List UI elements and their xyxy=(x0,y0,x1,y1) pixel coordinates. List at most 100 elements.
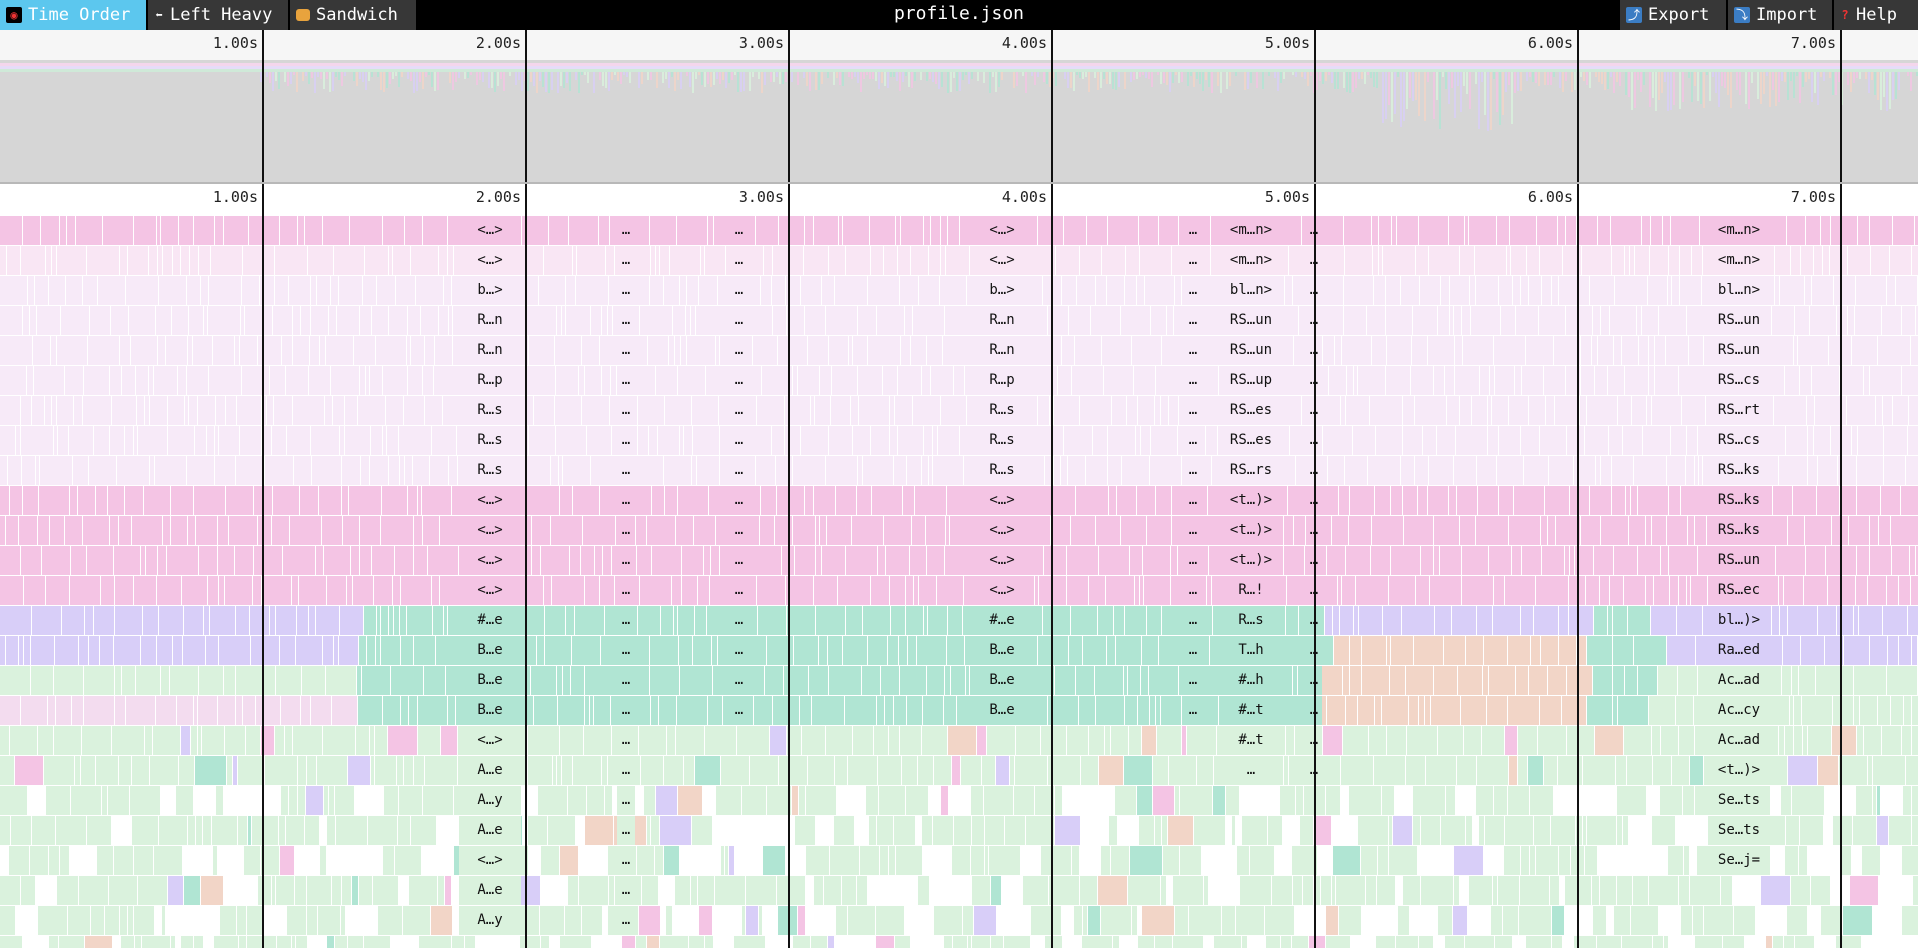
frame-cell[interactable]: #…t xyxy=(1219,726,1283,755)
frame-cell[interactable]: … xyxy=(726,696,752,725)
frame-cell[interactable]: … xyxy=(1219,756,1283,785)
frame-cell[interactable]: #…e xyxy=(459,606,521,635)
frame-cell[interactable]: <…> xyxy=(971,486,1033,515)
frame-cell[interactable]: … xyxy=(617,816,635,845)
frame-cell[interactable]: … xyxy=(726,636,752,665)
frame-cell[interactable]: … xyxy=(617,606,635,635)
frame-cell[interactable]: R…p xyxy=(459,366,521,395)
frame-cell[interactable]: … xyxy=(726,366,752,395)
frame-cell[interactable]: Ac…ad xyxy=(1708,666,1770,695)
frame-cell[interactable]: <…> xyxy=(459,516,521,545)
frame-cell[interactable]: RS…ks xyxy=(1708,486,1770,515)
frame-cell[interactable]: … xyxy=(617,546,635,575)
frame-cell[interactable]: … xyxy=(1182,396,1204,425)
frame-cell[interactable]: … xyxy=(1182,546,1204,575)
frame-cell[interactable]: … xyxy=(726,396,752,425)
frame-cell[interactable]: <…> xyxy=(971,216,1033,245)
frame-cell[interactable]: … xyxy=(726,576,752,605)
frame-cell[interactable]: RS…un xyxy=(1708,546,1770,575)
frame-cell[interactable]: … xyxy=(1182,246,1204,275)
frame-cell[interactable]: <…> xyxy=(459,486,521,515)
frame-cell[interactable]: … xyxy=(617,456,635,485)
frame-cell[interactable]: … xyxy=(617,486,635,515)
frame-cell[interactable]: Se…ts xyxy=(1708,816,1770,845)
frame-cell[interactable]: B…e xyxy=(971,636,1033,665)
frame-cell[interactable]: RS…rt xyxy=(1708,396,1770,425)
frame-cell[interactable]: #…t xyxy=(1219,696,1283,725)
frame-cell[interactable]: … xyxy=(1182,606,1204,635)
frame-cell[interactable]: <…> xyxy=(459,246,521,275)
frame-cell[interactable]: … xyxy=(1182,426,1204,455)
frame-cell[interactable]: b…> xyxy=(971,276,1033,305)
frame-cell[interactable]: RS…es xyxy=(1219,396,1283,425)
frame-cell[interactable]: … xyxy=(617,516,635,545)
frame-cell[interactable]: … xyxy=(617,636,635,665)
tab-sandwich[interactable]: Sandwich xyxy=(290,0,416,30)
frame-cell[interactable]: #…e xyxy=(971,606,1033,635)
frame-cell[interactable]: A…e xyxy=(459,756,521,785)
frame-cell[interactable]: <t…)> xyxy=(1219,486,1283,515)
frame-cell[interactable]: … xyxy=(617,216,635,245)
help-button[interactable]: ? Help xyxy=(1834,0,1918,30)
frame-cell[interactable]: … xyxy=(617,396,635,425)
frame-cell[interactable]: B…e xyxy=(459,696,521,725)
frame-cell[interactable]: <m…n> xyxy=(1219,246,1283,275)
frame-cell[interactable]: … xyxy=(726,486,752,515)
frame-cell[interactable]: … xyxy=(1182,456,1204,485)
frame-cell[interactable]: B…e xyxy=(971,696,1033,725)
frame-cell[interactable]: RS…un xyxy=(1708,306,1770,335)
frame-cell[interactable]: … xyxy=(617,726,635,755)
frame-cell[interactable]: … xyxy=(1182,276,1204,305)
frame-cell[interactable]: A…y xyxy=(459,906,521,935)
frame-cell[interactable]: bl…n> xyxy=(1219,276,1283,305)
frame-cell[interactable]: <…> xyxy=(459,846,521,875)
frame-cell[interactable]: Se…ts xyxy=(1708,786,1770,815)
frame-cell[interactable]: R…s xyxy=(459,426,521,455)
frame-cell[interactable]: … xyxy=(726,606,752,635)
frame-cell[interactable]: RS…es xyxy=(1219,426,1283,455)
frame-cell[interactable]: … xyxy=(617,696,635,725)
frame-cell[interactable]: … xyxy=(617,666,635,695)
frame-cell[interactable]: bl…n> xyxy=(1708,276,1770,305)
frame-cell[interactable]: B…e xyxy=(459,636,521,665)
frame-cell[interactable]: RS…un xyxy=(1708,336,1770,365)
frame-cell[interactable]: RS…rs xyxy=(1219,456,1283,485)
frame-cell[interactable]: R…n xyxy=(459,336,521,365)
frame-cell[interactable]: A…e xyxy=(459,816,521,845)
frame-cell[interactable]: RS…ks xyxy=(1708,456,1770,485)
frame-cell[interactable]: <m…n> xyxy=(1219,216,1283,245)
frame-cell[interactable]: … xyxy=(1182,366,1204,395)
frame-cell[interactable]: <…> xyxy=(459,726,521,755)
frame-cell[interactable]: <…> xyxy=(971,576,1033,605)
frame-cell[interactable]: R…s xyxy=(1219,606,1283,635)
frame-cell[interactable]: … xyxy=(617,366,635,395)
frame-cell[interactable]: … xyxy=(726,546,752,575)
frame-cell[interactable]: … xyxy=(1182,216,1204,245)
frame-cell[interactable]: … xyxy=(617,906,635,935)
frame-cell[interactable]: RS…up xyxy=(1219,366,1283,395)
frame-cell[interactable]: RS…ks xyxy=(1708,516,1770,545)
frame-cell[interactable]: <m…n> xyxy=(1708,246,1770,275)
frame-cell[interactable]: <t…)> xyxy=(1708,756,1770,785)
frame-cell[interactable]: … xyxy=(1182,516,1204,545)
frame-cell[interactable]: … xyxy=(617,246,635,275)
flame-chart[interactable]: 1.00s 2.00s 3.00s 4.00s 5.00s 6.00s 7.00s <…> <… xyxy=(0,182,1918,948)
frame-cell[interactable]: … xyxy=(1182,306,1204,335)
frame-cell[interactable]: R…n xyxy=(971,336,1033,365)
frame-cell[interactable]: <t…)> xyxy=(1219,516,1283,545)
frame-cell[interactable]: RS…un xyxy=(1219,306,1283,335)
frame-cell[interactable]: R…s xyxy=(459,396,521,425)
frame-cell[interactable]: … xyxy=(726,216,752,245)
frame-cell[interactable]: R…n xyxy=(971,306,1033,335)
frame-cell[interactable]: <m…n> xyxy=(1708,216,1770,245)
frame-cell[interactable]: … xyxy=(1182,486,1204,515)
frame-cell[interactable]: B…e xyxy=(971,666,1033,695)
frame-cell[interactable]: A…e xyxy=(459,876,521,905)
frame-cell[interactable]: RS…cs xyxy=(1708,366,1770,395)
frame-cell[interactable]: R…! xyxy=(1219,576,1283,605)
frame-cell[interactable]: … xyxy=(726,516,752,545)
frame-cell[interactable]: <…> xyxy=(971,246,1033,275)
frame-cell[interactable]: … xyxy=(617,336,635,365)
frame-cell[interactable]: … xyxy=(1182,576,1204,605)
frame-cell[interactable]: … xyxy=(617,576,635,605)
